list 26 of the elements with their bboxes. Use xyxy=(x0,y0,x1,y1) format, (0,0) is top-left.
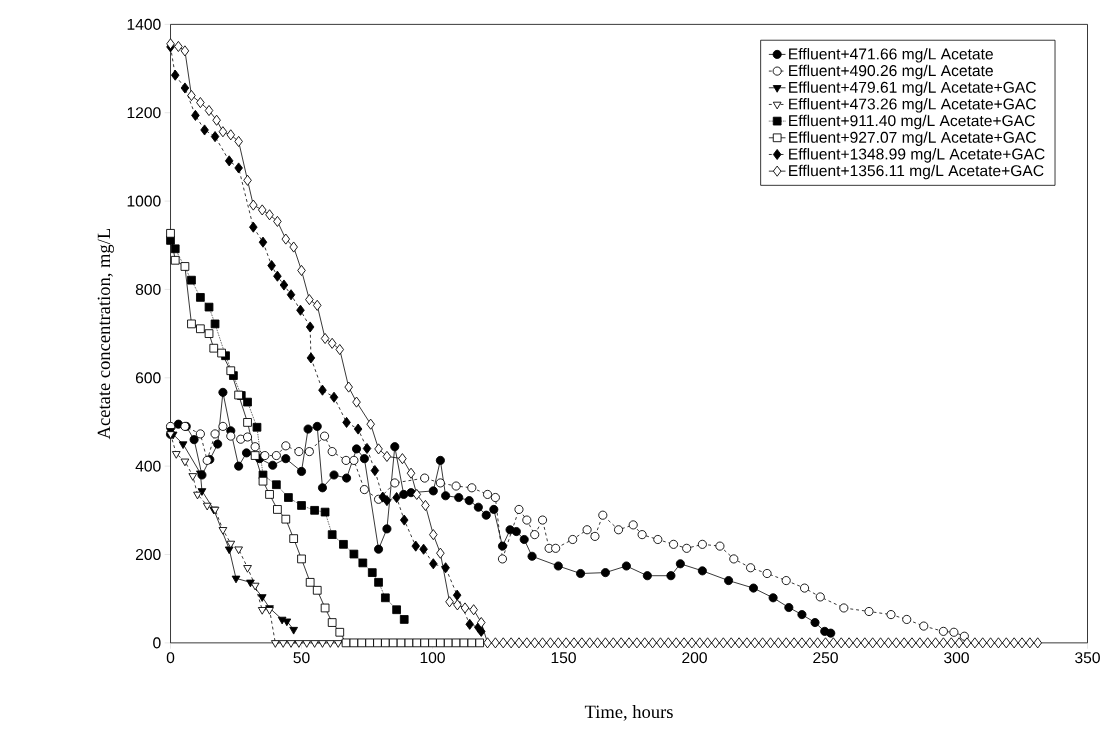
y-tick-label: 600 xyxy=(135,372,161,384)
legend-label: Effluent+927.07 mg/L Acetate+GAC xyxy=(789,131,1036,146)
legend-label: Effluent+911.40 mg/L Acetate+GAC xyxy=(789,114,1035,130)
x-tick-label: 350 xyxy=(1075,652,1100,664)
y-tick-label: 1200 xyxy=(127,107,161,119)
legend-label: Effluent+1356.11 mg/L Acetate+GAC xyxy=(789,164,1044,180)
legend-label: Effluent+1348.99 mg/L Acetate+GAC xyxy=(789,147,1045,163)
legend-label: Effluent+471.66 mg/L Acetate xyxy=(789,47,993,63)
y-tick-label: 800 xyxy=(135,283,161,295)
x-tick-label: 100 xyxy=(420,652,445,664)
x-tick-label: 200 xyxy=(682,652,707,664)
x-tick-label: 250 xyxy=(813,652,838,664)
x-tick-label: 300 xyxy=(944,652,969,664)
y-tick-label: 400 xyxy=(135,460,161,472)
x-tick-label: 150 xyxy=(551,652,576,664)
legend-label: Effluent+473.26 mg/L Acetate+GAC xyxy=(789,97,1036,113)
y-tick-label: 1000 xyxy=(127,195,161,207)
y-tick-label: 0 xyxy=(153,637,161,649)
legend-label: Effluent+490.26 mg/L Acetate xyxy=(789,64,993,80)
y-tick-label: 200 xyxy=(135,548,161,560)
y-axis-title: Acetate concentration, mg/L xyxy=(97,228,114,440)
x-tick-label: 50 xyxy=(293,652,310,664)
x-axis-title: Time, hours xyxy=(584,704,673,721)
x-tick-label: 0 xyxy=(166,652,175,664)
legend-label: Effluent+479.61 mg/L Acetate+GAC xyxy=(789,81,1036,96)
y-tick-label: 1400 xyxy=(127,18,161,30)
